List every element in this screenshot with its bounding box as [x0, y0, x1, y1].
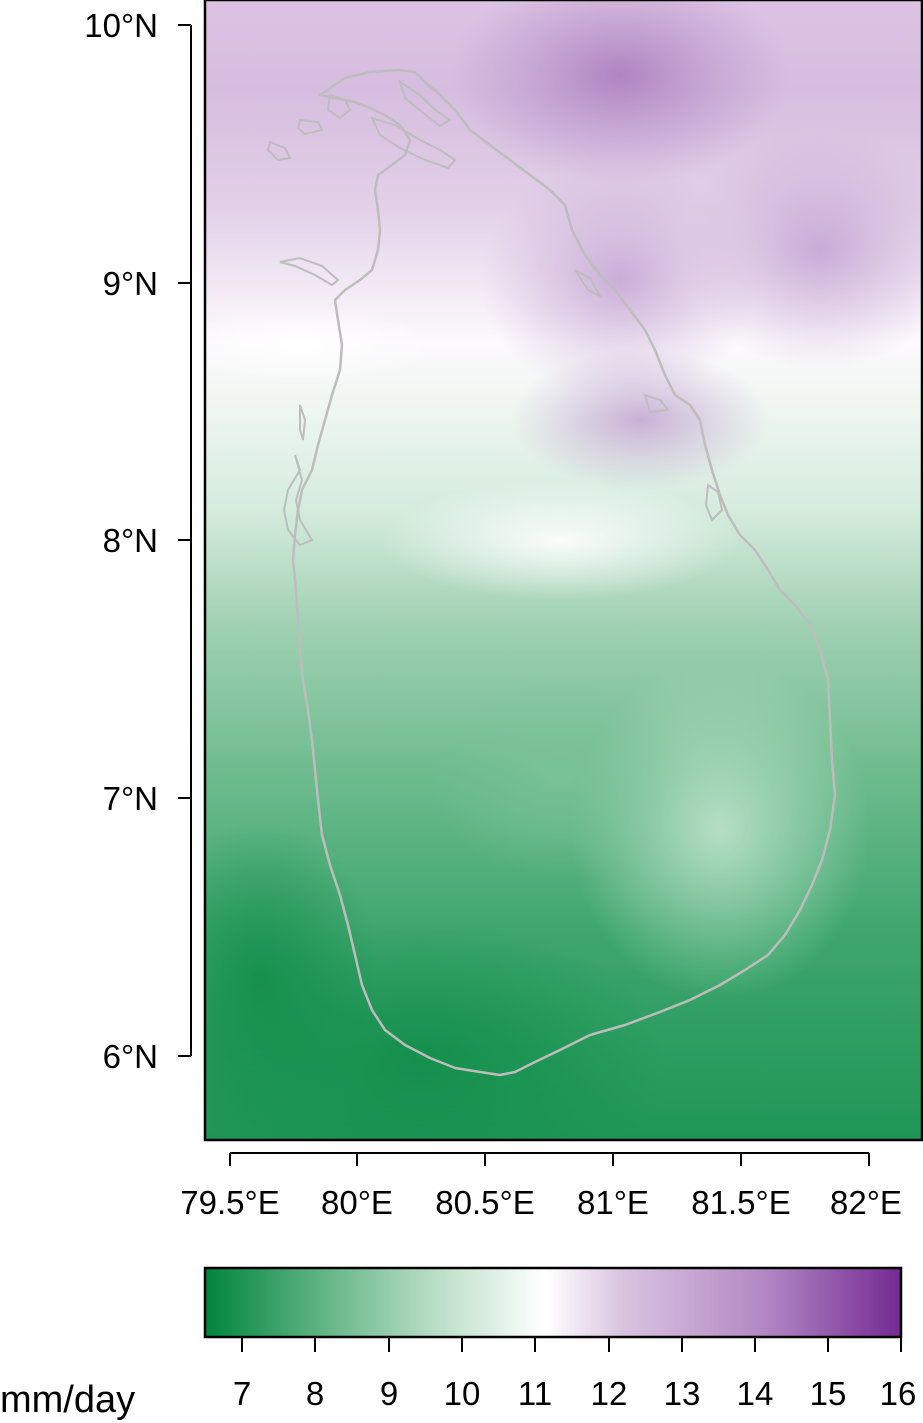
- coastline-detail: [643, 393, 670, 414]
- colorbar-tick-label: 15: [810, 1375, 847, 1412]
- latitude-axis: 10°N 9°N 8°N 7°N 6°N: [84, 7, 192, 1075]
- coastline-detail: [266, 140, 292, 162]
- lon-tick-label: 81°E: [577, 1184, 649, 1221]
- field-region: [205, 820, 380, 1140]
- colorbar-tick-label: 9: [380, 1375, 398, 1412]
- coastline-detail: [282, 454, 314, 547]
- lon-tick-label: 80°E: [321, 1184, 393, 1221]
- colorbar-tick-label: 14: [737, 1375, 774, 1412]
- lon-tick-label: 80.5°E: [435, 1184, 534, 1221]
- lat-tick-label: 6°N: [103, 1038, 158, 1075]
- coastline-detail: [326, 93, 352, 120]
- lat-tick-label: 8°N: [103, 522, 158, 559]
- field-region: [380, 480, 740, 600]
- field-max-region: [450, 0, 790, 185]
- colorbar: 7 8 9 10 11 12 13 14 15 16 mm/day: [0, 1266, 917, 1421]
- colorbar-tick-label: 8: [306, 1375, 324, 1412]
- lat-tick-label: 9°N: [103, 265, 158, 302]
- coastline-detail: [279, 256, 340, 287]
- colorbar-unit-label: mm/day: [0, 1379, 135, 1421]
- coastline-detail: [704, 483, 724, 522]
- colorbar-tick-label: 11: [518, 1375, 552, 1412]
- lon-tick-label: 81.5°E: [691, 1184, 790, 1221]
- map-panel: [205, 0, 922, 1140]
- coastline-detail: [299, 404, 307, 441]
- colorbar-tick-label: 13: [664, 1375, 701, 1412]
- coastline-outline: [291, 68, 837, 1077]
- field-region: [510, 350, 770, 490]
- coastline-detail: [370, 116, 457, 170]
- colorbar-tick-label: 16: [880, 1375, 917, 1412]
- longitude-axis: 79.5°E 80°E 80.5°E 81°E 81.5°E 82°E: [180, 1152, 902, 1221]
- field-region: [205, 305, 440, 385]
- colorbar-ramp: [203, 1266, 903, 1339]
- lat-tick-label: 7°N: [103, 780, 158, 817]
- colorbar-tick-label: 10: [444, 1375, 481, 1412]
- coastline-detail: [574, 269, 603, 299]
- colorbar-tick-label: 7: [233, 1375, 251, 1412]
- colorbar-tick-label: 12: [591, 1375, 628, 1412]
- lat-tick-label: 10°N: [84, 7, 158, 44]
- lon-tick-label: 79.5°E: [180, 1184, 279, 1221]
- map-frame: [203, 0, 923, 1142]
- lon-tick-label: 82°E: [830, 1184, 902, 1221]
- coastline-detail: [398, 79, 452, 128]
- field-region: [680, 130, 922, 370]
- field-region: [430, 680, 690, 880]
- coastline-detail: [296, 118, 324, 136]
